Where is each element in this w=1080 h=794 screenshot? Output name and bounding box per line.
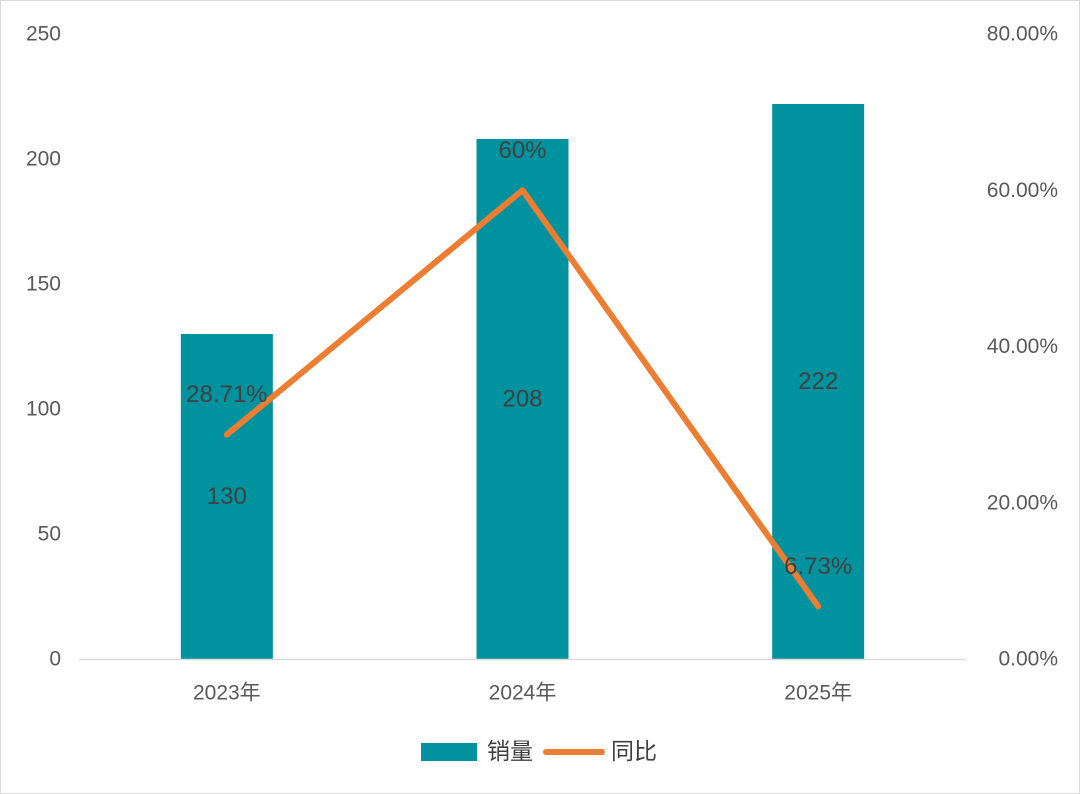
bar-2023年 [180,334,273,659]
x-tick-label: 2023年 [193,682,261,705]
line-layer [223,187,822,610]
legend-label-销量: 销量 [487,739,533,765]
labels-layer: 130 208 222 28.71% 60% 6.73% [186,137,852,580]
y-left-tick-label: 50 [38,523,61,546]
y-left-tick-label: 100 [26,398,61,421]
line-data-label: 6.73% [784,553,852,580]
y-left-tick-label: 200 [26,148,61,171]
legend: 销量 同比 [421,739,657,765]
x-tick-label: 2025年 [784,682,852,705]
bar-data-label: 208 [502,386,542,413]
legend-label-同比: 同比 [611,739,657,765]
y-left-tick-label: 0 [49,648,61,671]
line-data-label: 60% [498,137,546,164]
y-left-tick-label: 250 [26,23,61,46]
y-right-tick-label: 40.00% [987,335,1058,358]
y-right-tick-label: 20.00% [987,491,1058,514]
y-right-tick-label: 80.00% [987,23,1058,46]
bar-data-label: 130 [207,483,247,510]
y-right-tick-label: 60.00% [987,179,1058,202]
bars-layer [180,104,865,659]
y-right-tick-label: 0.00% [998,648,1058,671]
line-data-label: 28.71% [186,381,267,408]
axis-layer: 0 50 100 150 200 250 0.00% 20.00% 40.00% 60.00% 80… [26,23,1058,705]
x-tick-label: 2024年 [489,682,557,705]
legend-swatch-bar [421,743,477,761]
bar-data-label: 222 [798,368,838,395]
y-left-tick-label: 150 [26,273,61,296]
bar-2024年 [476,139,569,659]
